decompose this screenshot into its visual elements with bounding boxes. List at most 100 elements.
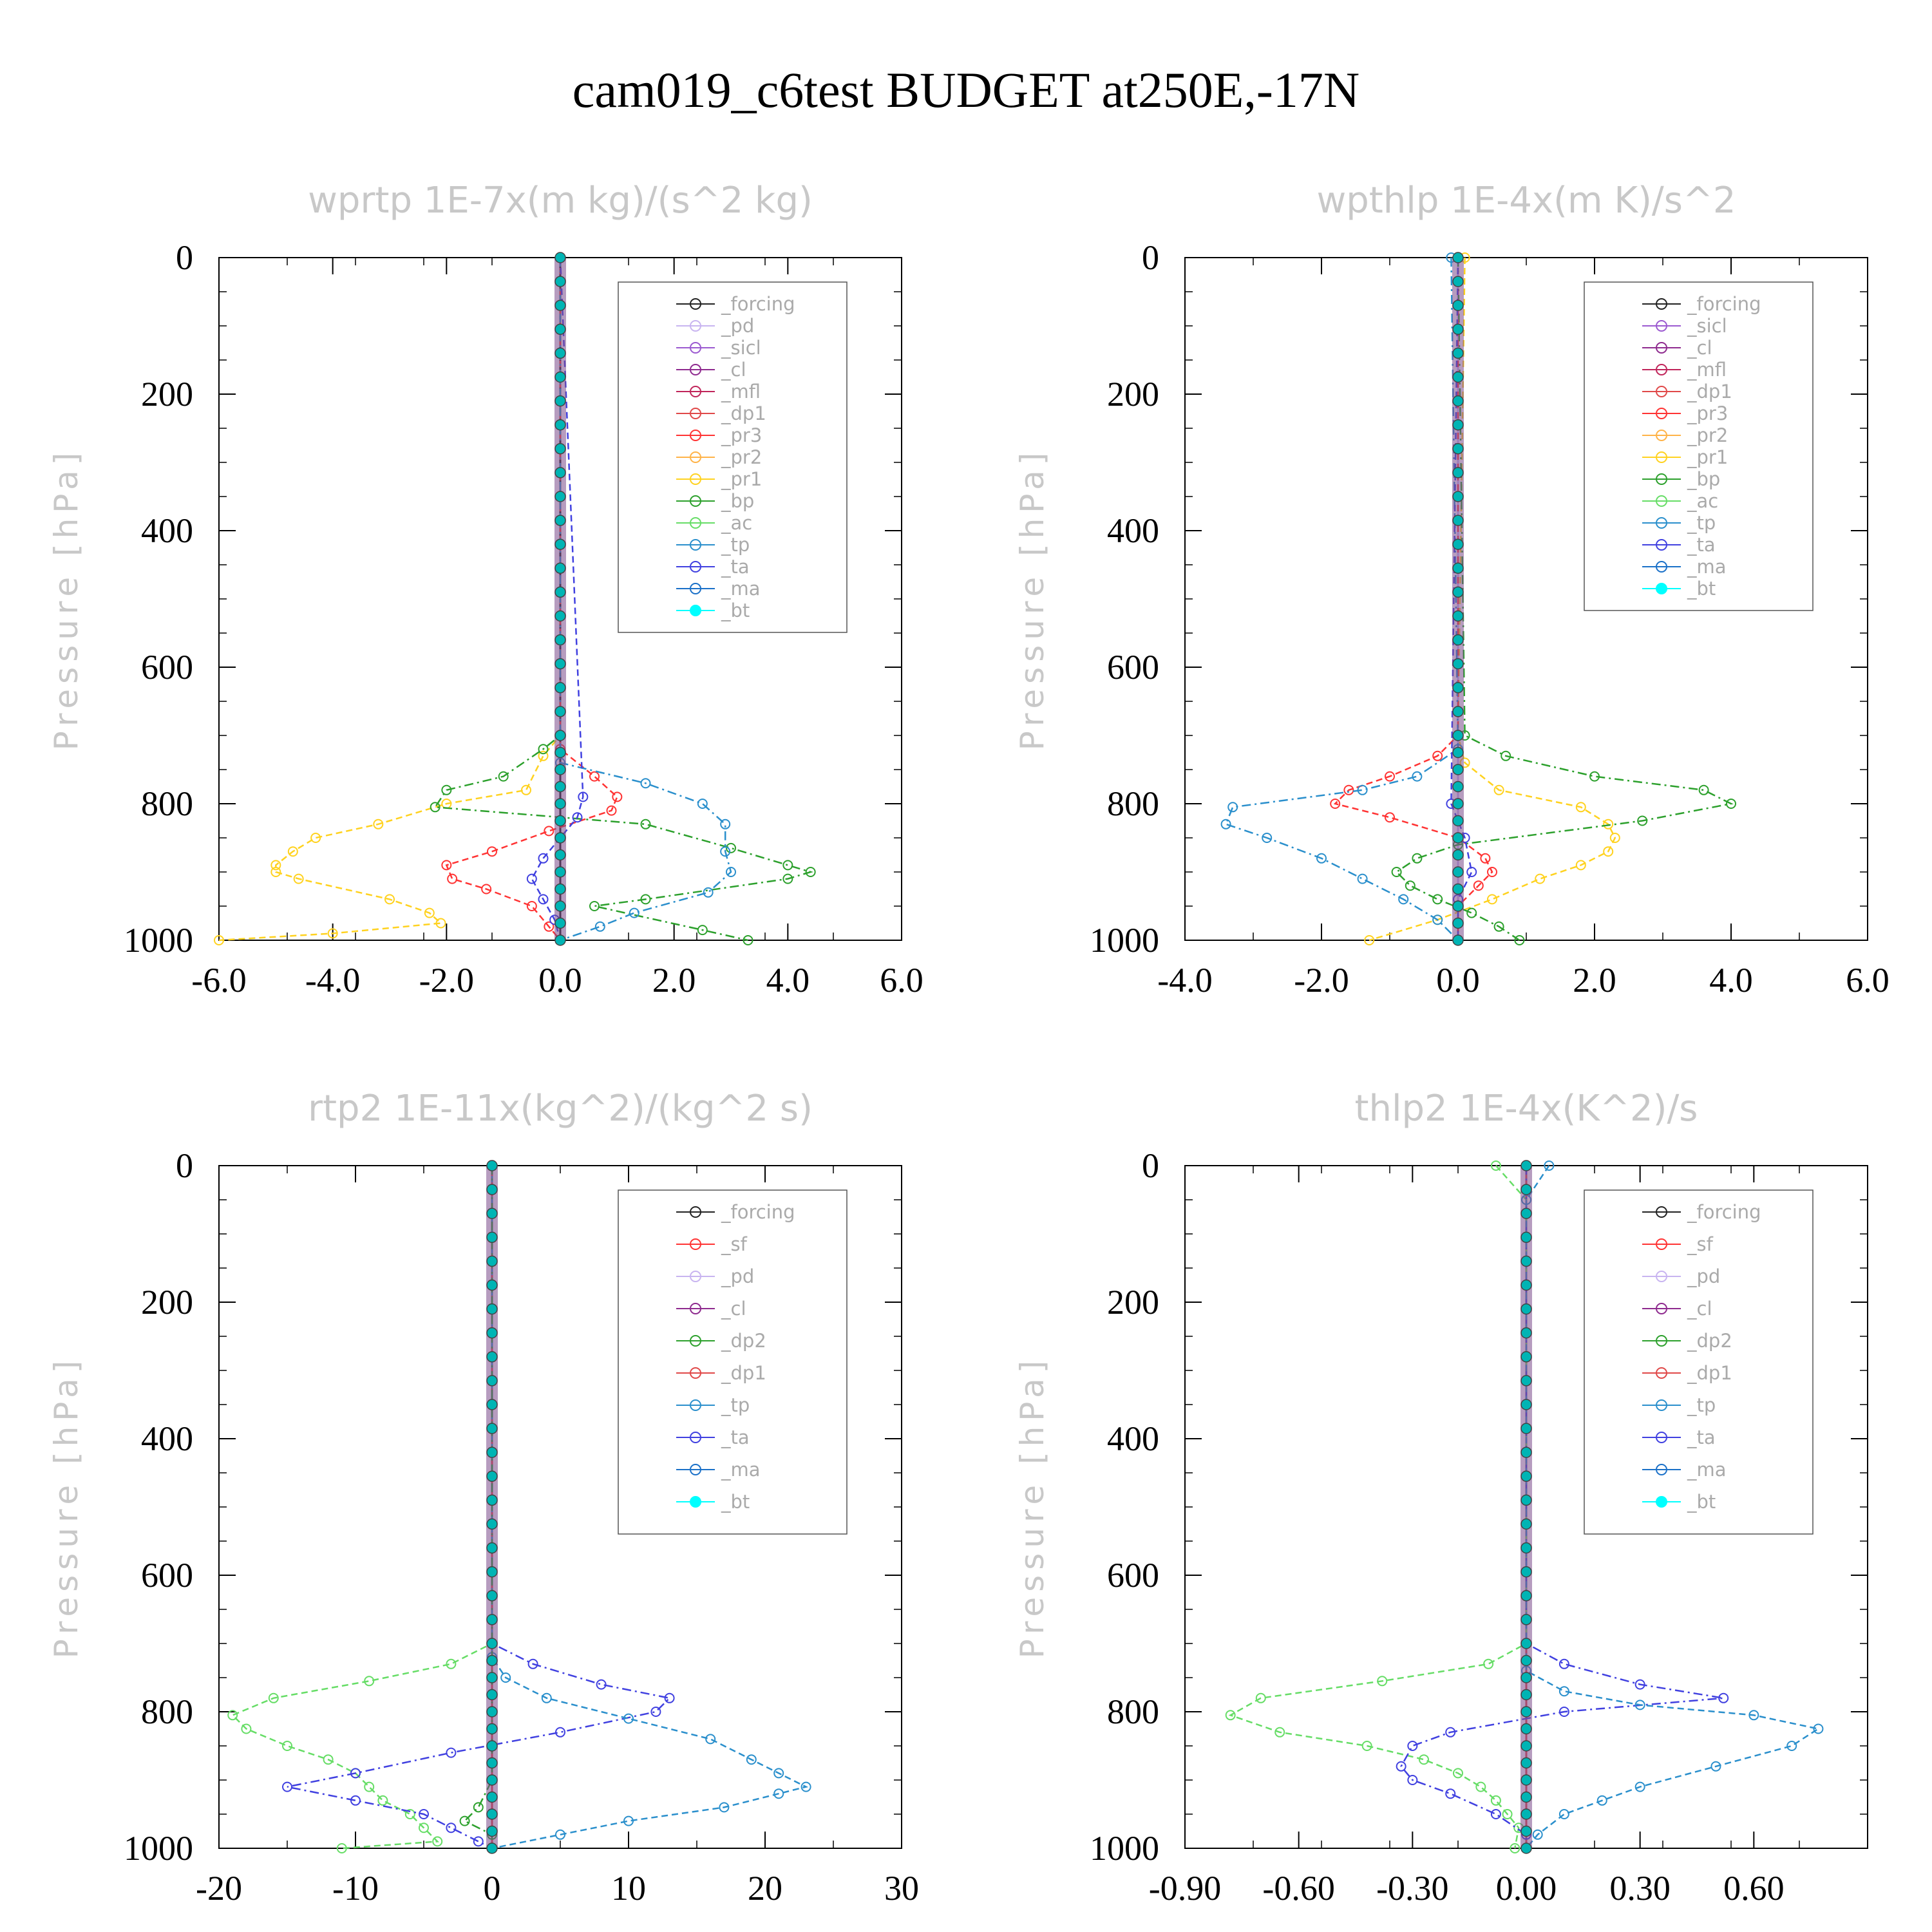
x-tick-label: 2.0: [1573, 961, 1616, 999]
legend-label: _ta: [721, 1426, 750, 1448]
bt-point: [1520, 1723, 1532, 1735]
y-tick-label: 1000: [124, 921, 193, 960]
series-point: [664, 1692, 675, 1703]
panel-thlp2: thlp2 1E-4x(K^2)/s Pressure [hPa] 0 200 400 6…: [1014, 1088, 1868, 1908]
y-tick-label: 600: [141, 1556, 193, 1595]
legend-label: _bt: [1687, 578, 1716, 600]
bt-point: [1452, 467, 1464, 478]
legend-marker: [1656, 1367, 1667, 1379]
bt-point: [486, 1757, 498, 1769]
y-tick-label: 0: [1142, 238, 1159, 277]
bt-point: [1452, 252, 1464, 263]
bt-point: [1452, 832, 1464, 844]
series-point: [555, 1829, 565, 1840]
series-point: [697, 799, 708, 809]
series-point: [1487, 867, 1497, 877]
bt-point: [554, 798, 566, 810]
bt-point: [554, 634, 566, 646]
series-point: [640, 894, 651, 905]
series-point: [719, 1802, 730, 1813]
panel-title: thlp2 1E-4x(K^2)/s: [1355, 1088, 1698, 1130]
bt-point: [1520, 1774, 1532, 1786]
bt-point: [486, 1231, 498, 1244]
bt-point: [1452, 634, 1464, 646]
bt-point: [486, 1279, 498, 1291]
legend-label: _dp1: [1687, 381, 1732, 402]
legend-label: _sf: [1687, 1233, 1714, 1255]
series-point: [1813, 1723, 1824, 1734]
legend-marker: [690, 386, 701, 397]
bt-point: [554, 610, 566, 622]
y-axis-label: Pressure [hPa]: [1014, 448, 1051, 751]
series-point: [432, 1836, 443, 1847]
bt-point: [554, 467, 566, 478]
bt-point: [486, 1542, 498, 1554]
bt-point: [486, 1375, 498, 1387]
series-point: [1361, 1741, 1372, 1751]
series-point: [1227, 802, 1238, 813]
bt-point: [1452, 586, 1464, 598]
legend-label: _ma: [721, 578, 761, 600]
series-point: [596, 1679, 607, 1690]
series-point: [594, 921, 605, 932]
bt-point: [1520, 1542, 1532, 1554]
legend-label: _ta: [1687, 534, 1716, 556]
bt-point: [486, 1740, 498, 1752]
bt-point: [486, 1423, 498, 1434]
legend-label: _tp: [721, 1394, 750, 1416]
series-point: [282, 1741, 292, 1751]
legend-label: _pr1: [1687, 446, 1728, 468]
x-tick-label: 0.60: [1723, 1869, 1785, 1908]
bt-point: [1452, 746, 1464, 759]
series-point: [473, 1802, 484, 1813]
series-point: [1718, 1692, 1729, 1703]
series-point: [350, 1768, 361, 1779]
bt-point: [1520, 1672, 1532, 1683]
legend-label: _bp: [721, 490, 754, 512]
series-point: [419, 1823, 429, 1833]
legend-marker: [1656, 408, 1667, 419]
y-tick-label: 800: [141, 784, 193, 823]
bt-point: [554, 934, 566, 946]
series-point: [1596, 1795, 1607, 1806]
bt-point: [554, 586, 566, 598]
series-point: [473, 1836, 484, 1847]
bt-point: [554, 917, 566, 929]
x-tick-label: 0.30: [1609, 1869, 1671, 1908]
legend-marker: [1656, 1399, 1667, 1411]
series-point: [1558, 1809, 1569, 1819]
legend-marker: [1656, 495, 1667, 507]
series-point: [1398, 894, 1409, 905]
series-point: [1412, 771, 1423, 782]
series-point: [720, 819, 731, 829]
bt-point: [486, 1518, 498, 1530]
series-point: [446, 1747, 457, 1758]
series-point: [773, 1788, 784, 1799]
series-point: [1544, 1160, 1555, 1171]
panel-title: wprtp 1E-7x(m kg)/(s^2 kg): [308, 180, 813, 222]
legend-marker: [1656, 473, 1667, 485]
bt-point: [486, 1446, 498, 1458]
bt-point: [1520, 1757, 1532, 1769]
bt-point: [1520, 1327, 1532, 1339]
series-point: [1412, 853, 1423, 864]
legend-marker: [1656, 539, 1667, 551]
bt-point: [554, 299, 566, 311]
bt-point: [1520, 1184, 1532, 1195]
figure-title: cam019_c6test BUDGET at250E,-17N: [572, 62, 1360, 118]
bt-point: [486, 1590, 498, 1602]
legend-marker: [690, 320, 701, 332]
series-point: [459, 1815, 470, 1826]
legend-label: _cl: [1687, 1298, 1712, 1320]
series-point: [1385, 812, 1395, 823]
series-point: [555, 1727, 565, 1738]
x-tick-label: -20: [196, 1869, 242, 1908]
y-tick-label: 800: [1107, 784, 1159, 823]
bt-point: [486, 1399, 498, 1410]
series-point: [1274, 1727, 1285, 1738]
legend-label: _pr2: [1687, 424, 1728, 446]
series-point: [1364, 935, 1375, 945]
x-tick-label: -6.0: [191, 961, 246, 999]
legend-label: _dp1: [721, 1362, 766, 1384]
x-tick-label: 0.00: [1496, 1869, 1557, 1908]
